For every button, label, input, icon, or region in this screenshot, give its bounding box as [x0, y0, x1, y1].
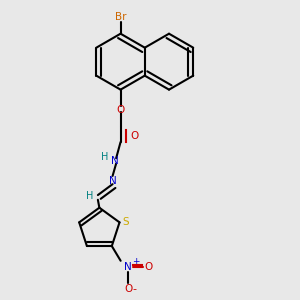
Text: N: N	[109, 176, 117, 186]
Text: -: -	[133, 284, 136, 294]
Text: S: S	[123, 217, 129, 227]
Text: N: N	[111, 156, 119, 166]
Text: O: O	[124, 284, 132, 294]
Text: O: O	[145, 262, 153, 272]
Text: H: H	[86, 191, 93, 201]
Text: N: N	[124, 262, 132, 272]
Text: Br: Br	[115, 13, 126, 22]
Text: +: +	[132, 257, 139, 266]
Text: O: O	[130, 131, 139, 141]
Text: O: O	[116, 105, 125, 115]
Text: H: H	[101, 152, 109, 162]
